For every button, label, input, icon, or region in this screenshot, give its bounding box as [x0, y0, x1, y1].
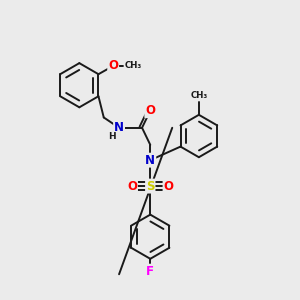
Text: H: H	[108, 132, 116, 141]
Text: O: O	[108, 59, 118, 72]
Text: N: N	[114, 121, 124, 134]
Text: O: O	[127, 180, 137, 193]
Text: CH₃: CH₃	[124, 61, 142, 70]
Text: S: S	[146, 180, 154, 193]
Text: O: O	[145, 104, 155, 117]
Text: CH₃: CH₃	[190, 91, 208, 100]
Text: O: O	[164, 180, 173, 193]
Text: N: N	[145, 154, 155, 167]
Text: F: F	[146, 265, 154, 278]
